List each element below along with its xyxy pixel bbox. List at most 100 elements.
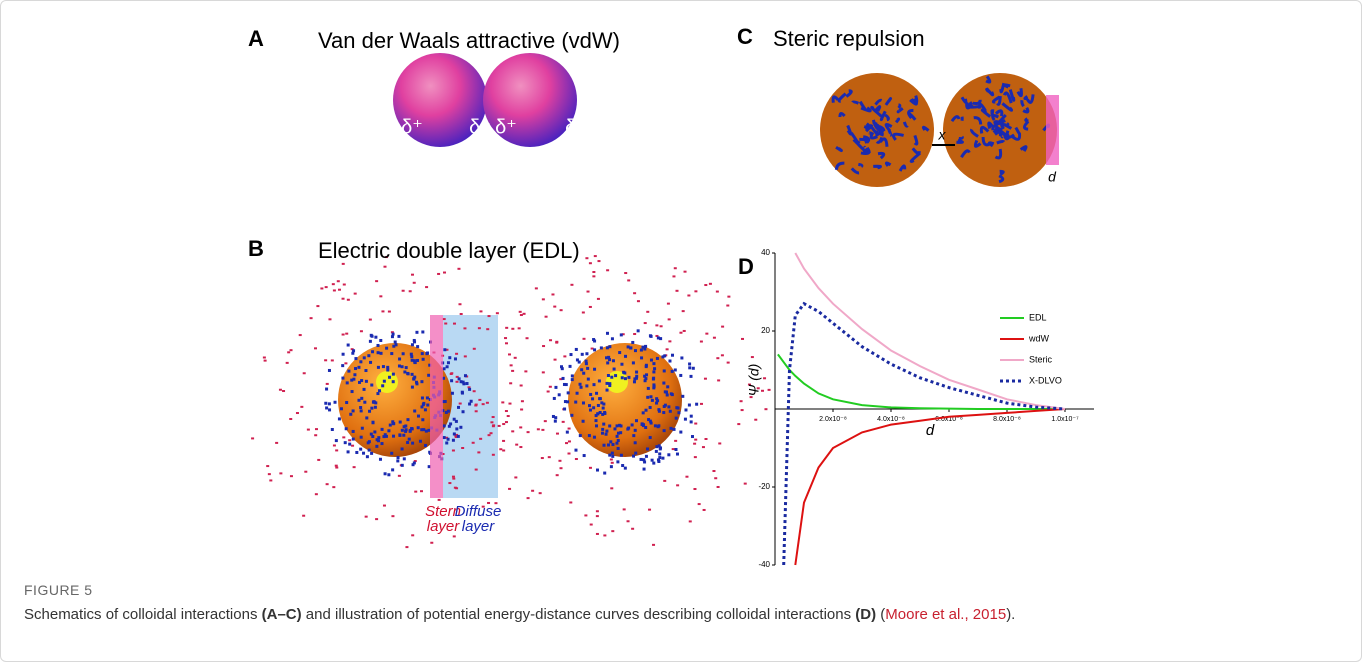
ion [324, 359, 327, 361]
ion [508, 488, 511, 490]
ion [474, 404, 477, 406]
counter-ion [620, 333, 623, 336]
counter-ion [367, 354, 370, 357]
counter-ion [427, 374, 430, 377]
ion [344, 362, 347, 364]
counter-ion [411, 359, 414, 362]
ion [700, 341, 703, 343]
counter-ion [445, 411, 448, 414]
counter-ion [598, 379, 601, 382]
ion [332, 283, 335, 285]
ion [455, 353, 458, 355]
ion [498, 425, 501, 427]
counter-ion [602, 423, 605, 426]
ion [486, 328, 489, 330]
ion [381, 310, 384, 312]
counter-ion [659, 446, 662, 449]
counter-ion [596, 412, 599, 415]
counter-ion [677, 411, 680, 414]
figure: A Van der Waals attractive (vdW) C Steri… [0, 0, 1362, 575]
ion [562, 421, 565, 423]
counter-ion [634, 452, 637, 455]
counter-ion [426, 351, 429, 354]
counter-ion [403, 457, 406, 460]
counter-ion [328, 408, 331, 411]
ion [560, 467, 563, 469]
ion [486, 402, 489, 404]
ion [482, 403, 485, 405]
counter-ion [447, 438, 450, 441]
counter-ion [657, 336, 660, 339]
ion [475, 410, 478, 412]
counter-ion [645, 365, 648, 368]
counter-ion [582, 401, 585, 404]
ion [411, 534, 414, 536]
ion [668, 340, 671, 342]
counter-ion [443, 436, 446, 439]
ion [585, 257, 588, 259]
citation-link[interactable]: Moore et al., 2015 [885, 606, 1006, 623]
ion [703, 509, 706, 511]
ion [375, 518, 378, 520]
ion [763, 377, 766, 379]
ion [251, 437, 254, 439]
counter-ion [621, 464, 624, 467]
ion [409, 290, 412, 292]
ion [592, 271, 595, 273]
counter-ion [585, 362, 588, 365]
ion [354, 293, 357, 295]
ion [666, 348, 669, 350]
ion [383, 505, 386, 507]
ion [560, 309, 563, 311]
counter-ion [674, 368, 677, 371]
counter-ion [662, 382, 665, 385]
counter-ion [563, 383, 566, 386]
polymer [997, 141, 1004, 143]
counter-ion [352, 409, 355, 412]
counter-ion [688, 366, 691, 369]
ion [549, 386, 552, 388]
counter-ion [397, 456, 400, 459]
charge-label: δ⁺ [495, 116, 517, 138]
ion [684, 271, 687, 273]
counter-ion [606, 389, 609, 392]
counter-ion [570, 414, 573, 417]
counter-ion [647, 387, 650, 390]
ion [411, 274, 414, 276]
counter-ion [593, 436, 596, 439]
polymer [1000, 171, 1004, 174]
ion [388, 311, 391, 313]
ion [700, 403, 703, 405]
counter-ion [395, 343, 398, 346]
counter-ion [640, 458, 643, 461]
counter-ion [371, 421, 374, 424]
counter-ion [684, 418, 687, 421]
ion [633, 333, 636, 335]
ion [589, 306, 592, 308]
ion [492, 425, 495, 427]
ion [683, 330, 686, 332]
counter-ion [670, 427, 673, 430]
ion [597, 260, 600, 262]
ion [646, 311, 649, 313]
counter-ion [585, 360, 588, 363]
counter-ion [652, 362, 655, 365]
counter-ion [466, 382, 469, 385]
ion [542, 298, 545, 300]
counter-ion [370, 452, 373, 455]
counter-ion [392, 373, 395, 376]
ion [490, 421, 493, 423]
counter-ion [607, 356, 610, 359]
steric-layer [1046, 95, 1059, 165]
counter-ion [401, 429, 404, 432]
counter-ion [667, 405, 670, 408]
counter-ion [634, 429, 637, 432]
ion [685, 476, 688, 478]
counter-ion [681, 395, 684, 398]
counter-ion [402, 352, 405, 355]
ion [627, 520, 630, 522]
counter-ion [574, 449, 577, 452]
counter-ion [364, 369, 367, 372]
counter-ion [616, 460, 619, 463]
counter-ion [379, 458, 382, 461]
